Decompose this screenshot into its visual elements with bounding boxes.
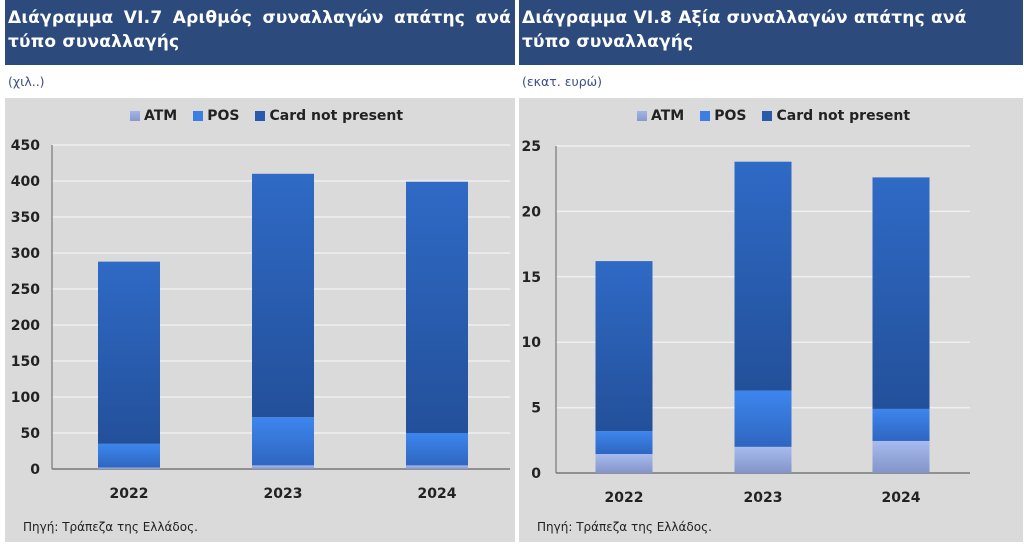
legend-label: ATM [651, 108, 685, 124]
stacked-bar-chart-value: 0 5 10 15 20 25 2022 2023 2024 [522, 139, 970, 506]
legend-item-card-not-present: Card not present [255, 108, 403, 124]
chart-panel-transactions-value: Διάγραμμα VI.8 Αξία συναλλαγών απάτης αν… [519, 0, 1023, 551]
y-tick-label: 0 [30, 462, 40, 478]
x-tick-label: 2022 [605, 490, 644, 506]
legend: ATM POS Card not present [130, 108, 403, 124]
bar-segment-card-not-present-2022 [98, 261, 160, 444]
legend-item-card-not-present: Card not present [762, 108, 910, 124]
legend-label: POS [207, 108, 240, 124]
legend-item-atm: ATM [637, 108, 684, 124]
x-tick-label: 2024 [418, 486, 457, 502]
stacked-bar-chart-count: 0 50 100 150 200 250 300 350 400 450 2022 2023 2024 [11, 138, 510, 502]
x-tick-label: 2023 [744, 490, 783, 506]
legend-swatch-pos [700, 111, 711, 121]
y-tick-label: 25 [522, 139, 541, 155]
x-tick-label: 2023 [264, 486, 303, 502]
y-tick-label: 0 [531, 466, 541, 482]
y-tick-label: 20 [522, 204, 542, 220]
y-tick-label: 350 [11, 210, 40, 226]
y-tick-label: 200 [11, 318, 40, 334]
y-tick-label: 250 [11, 282, 40, 298]
bar-segment-atm-2023 [252, 465, 314, 469]
legend-item-atm: ATM [130, 108, 177, 124]
unit-label: (χιλ..) [8, 74, 45, 89]
source-note: Πηγή: Τράπεζα της Ελλάδος. [23, 520, 198, 534]
y-tick-label: 5 [531, 401, 541, 417]
unit-label: (εκατ. ευρώ) [522, 74, 602, 89]
legend-swatch-atm [130, 111, 140, 121]
x-tick-label: 2022 [110, 486, 149, 502]
y-tick-label: 150 [11, 354, 40, 370]
legend-label: POS [714, 108, 747, 124]
bar-segment-atm-2024 [406, 465, 468, 469]
x-tick-label: 2024 [882, 490, 921, 506]
legend-item-pos: POS [700, 108, 746, 124]
bar-segment-card-not-present-2023 [252, 173, 314, 418]
y-tick-label: 50 [21, 426, 41, 442]
bar-segment-atm-2022 [98, 467, 160, 469]
bar-segment-card-not-present-2022 [595, 261, 653, 432]
bar-segment-pos-2022 [595, 431, 653, 455]
y-tick-label: 300 [11, 246, 40, 262]
bar-segment-atm-2023 [734, 446, 792, 473]
y-tick-label: 450 [11, 138, 40, 154]
legend-label: ATM [144, 108, 178, 124]
bar-segment-card-not-present-2023 [734, 161, 792, 391]
chart-title: Διάγραμμα VI.7 Αριθμός συναλλαγών απάτης… [5, 0, 515, 65]
bar-segment-pos-2024 [406, 433, 468, 466]
y-tick-label: 10 [522, 335, 542, 351]
bar-segment-atm-2022 [595, 454, 653, 473]
legend: ATM POS Card not present [637, 108, 910, 124]
bar-segment-atm-2024 [872, 440, 930, 473]
y-tick-label: 15 [522, 270, 541, 286]
legend-label: Card not present [776, 108, 911, 124]
bar-segment-pos-2023 [252, 417, 314, 466]
bar-segment-card-not-present-2024 [872, 177, 930, 409]
legend-swatch-atm [637, 111, 647, 121]
chart-panel-transactions-count: Διάγραμμα VI.7 Αριθμός συναλλαγών απάτης… [5, 0, 515, 551]
legend-swatch-card-not-present [255, 111, 266, 121]
chart-title: Διάγραμμα VI.8 Αξία συναλλαγών απάτης αν… [519, 0, 1023, 65]
legend-label: Card not present [269, 108, 404, 124]
legend-item-pos: POS [193, 108, 239, 124]
bar-segment-pos-2022 [98, 443, 160, 468]
legend-swatch-pos [193, 111, 204, 121]
source-note: Πηγή: Τράπεζα της Ελλάδος. [537, 520, 712, 534]
bar-segment-pos-2024 [872, 408, 930, 441]
y-tick-label: 400 [11, 174, 40, 190]
bar-segment-card-not-present-2024 [406, 181, 468, 433]
legend-swatch-card-not-present [762, 111, 773, 121]
y-tick-label: 100 [11, 390, 40, 406]
bar-segment-pos-2023 [734, 390, 792, 447]
